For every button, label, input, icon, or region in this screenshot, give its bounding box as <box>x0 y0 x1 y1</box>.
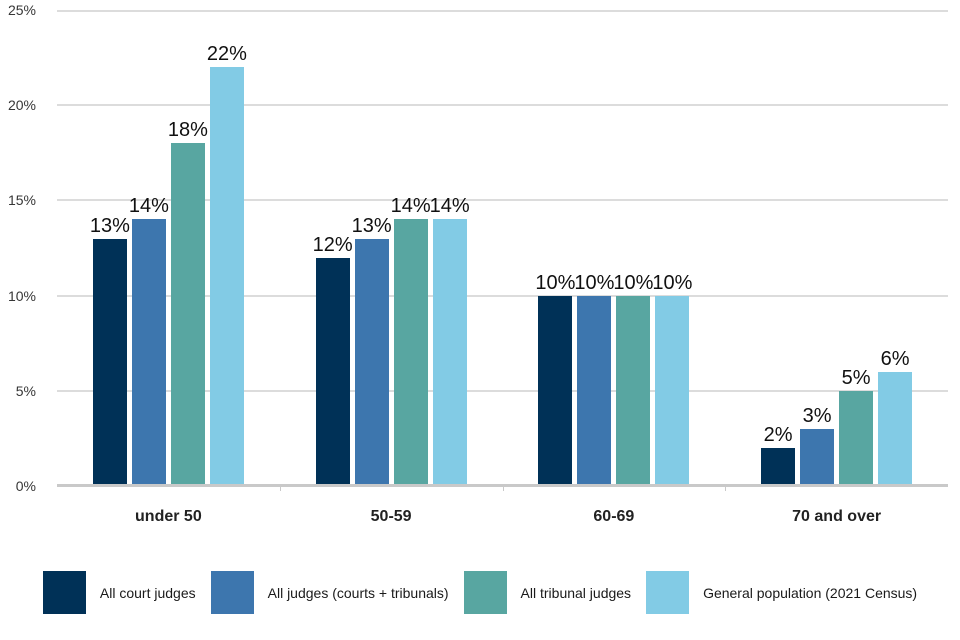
legend-swatch <box>42 571 86 614</box>
bar: 14% <box>129 196 169 486</box>
bar: 22% <box>207 44 247 486</box>
bar-value-label: 14% <box>429 195 470 218</box>
bar: 14% <box>391 196 431 486</box>
legend-item: All judges (courts + tribunals) <box>210 571 449 614</box>
gridline <box>57 199 948 201</box>
bar: 13% <box>90 216 130 486</box>
legend-item: All tribunal judges <box>463 571 632 614</box>
x-axis-category-label: 70 and over <box>792 508 882 525</box>
legend-swatch <box>210 571 254 614</box>
bar: 6% <box>878 349 913 486</box>
legend-label: General population (2021 Census) <box>703 584 918 601</box>
legend-item: All court judges <box>42 571 196 614</box>
legend-item: General population (2021 Census) <box>646 571 917 614</box>
bar-value-label: 2% <box>763 423 793 446</box>
bar-value-label: 13% <box>89 214 130 237</box>
gridline <box>57 104 948 106</box>
x-axis-category-label: 60-69 <box>593 508 635 525</box>
bar-value-label: 3% <box>802 404 832 427</box>
bar: 3% <box>800 406 835 486</box>
bar-value-label: 5% <box>841 366 871 389</box>
plot-area: 0% 5% 10% 15% 20% 25% 13% 14% 18% 22% 12% 13% 14% 14… <box>8 2 948 494</box>
bar-value-label: 10% <box>613 271 654 294</box>
bar: 13% <box>352 216 392 486</box>
x-axis-labels: under 50 50-59 60-69 70 and over <box>57 508 948 526</box>
bar-value-label: 22% <box>206 43 247 66</box>
legend-label: All court judges <box>99 584 196 601</box>
y-axis-tick-label: 0% <box>15 478 36 494</box>
bar: 14% <box>430 196 470 486</box>
bar: 18% <box>168 120 208 486</box>
bar-value-label: 14% <box>390 195 431 218</box>
bar: 5% <box>839 368 874 486</box>
bar: 10% <box>613 273 653 486</box>
bar-value-label: 14% <box>128 195 169 218</box>
bar: 10% <box>535 273 575 486</box>
x-axis-category-label: under 50 <box>135 508 202 525</box>
x-axis-category-label: 50-59 <box>370 508 412 525</box>
bar: 12% <box>313 235 353 486</box>
bar-groups: 13% 14% 18% 22% 12% 13% 14% 14% 10% 10% 10% 10% 2% 3%… <box>57 10 948 486</box>
gridline <box>57 390 948 392</box>
bar: 10% <box>652 273 692 486</box>
legend-swatch <box>463 571 507 614</box>
bar-value-label: 12% <box>312 233 353 256</box>
bar-value-label: 10% <box>535 271 576 294</box>
bar: 10% <box>574 273 614 486</box>
legend-label: All judges (courts + tribunals) <box>267 584 449 601</box>
gridline <box>57 484 948 487</box>
bar-group: 2% 3% 5% 6% <box>725 10 948 486</box>
bar-group: 13% 14% 18% 22% <box>57 10 280 486</box>
bar-group: 10% 10% 10% 10% <box>503 10 726 486</box>
gridline <box>57 295 948 297</box>
category-boundary-tick <box>279 486 281 491</box>
y-axis-tick-label: 10% <box>7 288 36 304</box>
y-axis-tick-label: 15% <box>7 192 36 208</box>
category-boundary-tick <box>725 486 727 491</box>
bar-value-label: 10% <box>574 271 615 294</box>
legend: All court judges All judges (courts + tri… <box>0 571 960 614</box>
bar-value-label: 10% <box>652 271 693 294</box>
legend-swatch <box>646 571 690 614</box>
gridline <box>57 10 948 12</box>
y-axis-tick-label: 25% <box>7 2 36 18</box>
legend-label: All tribunal judges <box>520 584 632 601</box>
bar: 2% <box>761 425 796 486</box>
category-boundary-tick <box>502 486 504 491</box>
y-axis-tick-label: 20% <box>7 97 36 113</box>
bar-value-label: 6% <box>880 347 910 370</box>
bar-group: 12% 13% 14% 14% <box>280 10 503 486</box>
bar-value-label: 18% <box>167 119 208 142</box>
bar-value-label: 13% <box>351 214 392 237</box>
y-axis-tick-label: 5% <box>15 383 36 399</box>
